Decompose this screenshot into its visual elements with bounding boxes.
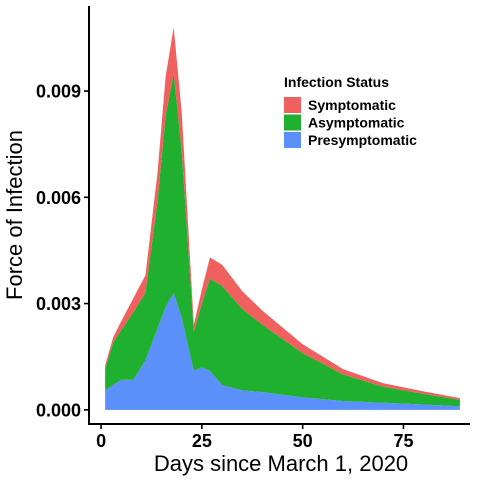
y-axis-ticks: 0.000 0.003 0.006 0.009 bbox=[36, 82, 89, 420]
area-presymptomatic bbox=[105, 292, 460, 410]
legend-title: Infection Status bbox=[284, 74, 389, 90]
y-tick-label: 0.006 bbox=[36, 188, 81, 208]
y-tick-label: 0.009 bbox=[36, 82, 81, 102]
legend-label-symptomatic: Symptomatic bbox=[308, 97, 396, 113]
y-tick-label: 0.000 bbox=[36, 400, 81, 420]
legend-swatch-presymptomatic bbox=[284, 132, 301, 148]
x-tick-label: 25 bbox=[192, 431, 212, 451]
legend-label-presymptomatic: Presymptomatic bbox=[308, 132, 417, 148]
x-axis-ticks: 0 25 50 75 bbox=[96, 424, 413, 451]
legend-label-asymptomatic: Asymptomatic bbox=[308, 115, 405, 131]
x-tick-label: 50 bbox=[293, 431, 313, 451]
legend-swatch-asymptomatic bbox=[284, 114, 301, 131]
y-axis-title: Force of Infection bbox=[2, 130, 27, 300]
y-tick-label: 0.003 bbox=[36, 294, 81, 314]
x-axis-title: Days since March 1, 2020 bbox=[154, 451, 408, 476]
legend-swatch-symptomatic bbox=[284, 97, 301, 113]
stacked-areas bbox=[105, 27, 460, 410]
area-asymptomatic bbox=[105, 73, 460, 407]
legend: Infection Status Symptomatic Asymptomatic… bbox=[284, 74, 417, 148]
x-tick-label: 0 bbox=[96, 431, 106, 451]
x-tick-label: 75 bbox=[393, 431, 413, 451]
